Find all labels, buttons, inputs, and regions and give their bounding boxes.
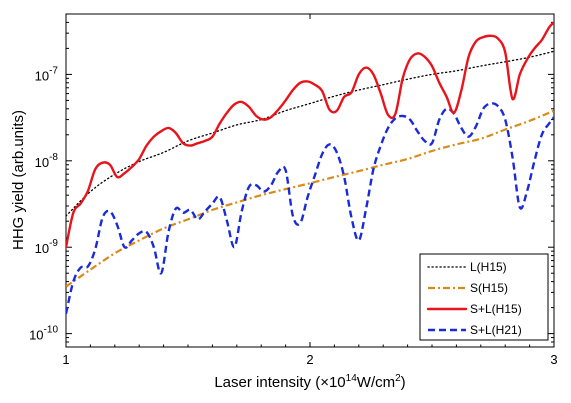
series-lines xyxy=(66,21,554,314)
legend-label: S+L(H21) xyxy=(470,323,522,337)
y-tick-label: 10-9 xyxy=(35,238,59,256)
x-tick-label: 1 xyxy=(62,352,69,367)
series-line-s-l-h15 xyxy=(66,21,554,249)
y-tick-label: 10-7 xyxy=(35,65,59,83)
series-line-l-h15 xyxy=(66,50,554,217)
x-tick-label: 3 xyxy=(550,352,557,367)
x-axis-label: Laser intensity (×1014W/cm2) xyxy=(214,373,405,391)
y-axis-label: HHG yield (arb.units) xyxy=(10,110,27,250)
series-line-s-h15 xyxy=(66,109,554,288)
legend-label: S+L(H15) xyxy=(470,302,522,316)
y-tick-exponent: -9 xyxy=(49,238,58,249)
x-axis-label-sup2: 2 xyxy=(395,373,401,384)
y-tick-exponent: -7 xyxy=(49,65,58,76)
y-tick-exponent: -8 xyxy=(49,152,58,163)
legend-label: L(H15) xyxy=(470,260,507,274)
x-tick-label: 2 xyxy=(306,352,313,367)
y-tick-exponent: -10 xyxy=(44,325,59,336)
y-tick-base: 10 xyxy=(35,241,49,256)
y-tick-label: 10-10 xyxy=(29,325,58,343)
series-line-s-l-h21 xyxy=(66,102,554,314)
y-tick-base: 10 xyxy=(35,155,49,170)
legend-box xyxy=(419,253,549,341)
x-axis-label-sup1: 14 xyxy=(346,373,358,384)
legend: L(H15) S(H15) S+L(H15) S+L(H21) xyxy=(419,253,549,341)
y-tick-base: 10 xyxy=(29,328,43,343)
legend-label: S(H15) xyxy=(470,281,508,295)
y-tick-label: 10-8 xyxy=(35,152,59,170)
y-tick-base: 10 xyxy=(35,68,49,83)
